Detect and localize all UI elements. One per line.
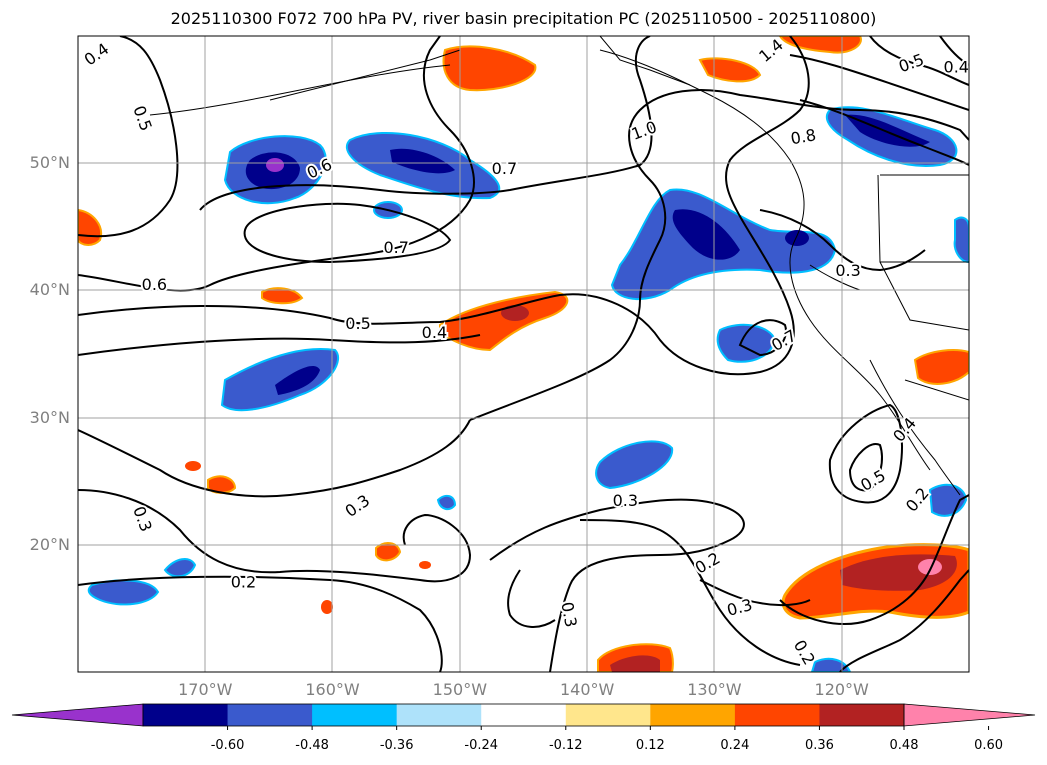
lon-label: 160°W bbox=[305, 680, 360, 699]
lon-label: 170°W bbox=[178, 680, 233, 699]
lon-label: 150°W bbox=[432, 680, 488, 699]
colorbar-segment bbox=[650, 704, 736, 726]
colorbar-tick-label: 0.36 bbox=[804, 738, 834, 753]
colorbar-extend-min bbox=[11, 703, 144, 727]
contour-label: 0.5 bbox=[345, 314, 370, 333]
contour-label: 0.6 bbox=[142, 275, 167, 294]
colorbar-extend-max bbox=[903, 703, 1036, 727]
colorbar-tick-label: 0.60 bbox=[974, 738, 1004, 753]
lat-label: 50°N bbox=[29, 153, 70, 173]
colorbar-tick-label: 0.12 bbox=[635, 738, 665, 753]
colorbar bbox=[11, 703, 1036, 730]
contour-label: 0.7 bbox=[492, 159, 517, 178]
lat-label: 30°N bbox=[29, 407, 70, 427]
colorbar-segment bbox=[565, 704, 651, 726]
colorbar-segment bbox=[312, 704, 398, 726]
coastlines bbox=[149, 36, 969, 496]
colorbar-segment bbox=[734, 704, 820, 726]
colorbar-tick-label: 0.48 bbox=[889, 738, 919, 753]
lon-label: 120°W bbox=[814, 680, 869, 699]
lon-label: 130°W bbox=[687, 680, 742, 699]
colorbar-segment bbox=[819, 704, 905, 726]
contour-label: 0.4 bbox=[422, 323, 447, 342]
colorbar-segment bbox=[481, 704, 567, 726]
colorbar-frame bbox=[142, 703, 905, 727]
colorbar-segment bbox=[227, 704, 313, 726]
colorbar-tick-label: -0.48 bbox=[295, 738, 329, 753]
lat-label: 40°N bbox=[29, 280, 70, 300]
map-title: 2025110300 F072 700 hPa PV, river basin … bbox=[170, 9, 877, 28]
contour-label: 0.7 bbox=[383, 238, 408, 257]
colorbar-segment bbox=[396, 704, 482, 726]
colorbar-tick-label: -0.12 bbox=[548, 738, 583, 753]
contour-label: 0.3 bbox=[835, 261, 860, 280]
colorbar-tick-label: -0.60 bbox=[210, 738, 245, 753]
contour-label: 0.4 bbox=[944, 57, 969, 76]
contour-label: 0.3 bbox=[613, 491, 638, 510]
graticule bbox=[78, 36, 969, 672]
colorbar-tick-label: 0.24 bbox=[720, 738, 750, 753]
colorbar-segment bbox=[143, 704, 229, 726]
lon-label: 140°W bbox=[559, 680, 615, 699]
map-frame bbox=[77, 35, 970, 673]
colorbar-tick-label: -0.36 bbox=[379, 738, 414, 753]
contour-label: 0.2 bbox=[231, 572, 256, 591]
lat-label: 20°N bbox=[29, 534, 70, 554]
colorbar-tick-label: -0.24 bbox=[464, 738, 499, 753]
